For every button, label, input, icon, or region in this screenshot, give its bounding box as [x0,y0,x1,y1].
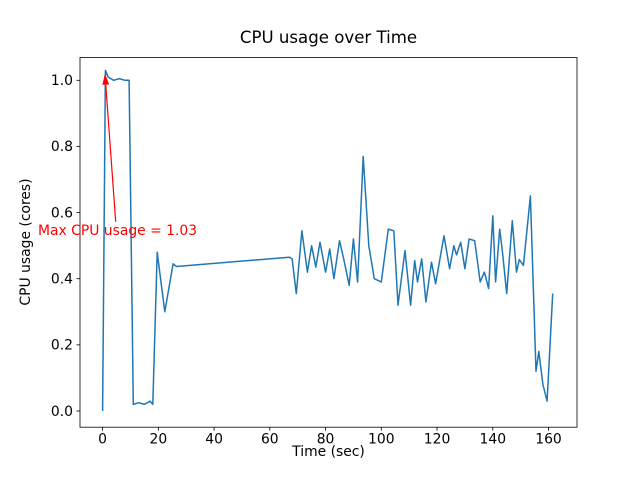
y-tick-label: 0.2 [51,338,73,354]
x-tick-label: 60 [261,432,279,448]
y-tick-label: 0.8 [51,139,73,155]
cpu-usage-line [101,69,554,412]
y-tick-label: 1.0 [51,73,73,89]
x-axis-label: Time (sec) [292,444,365,460]
y-tick-label: 0.6 [51,205,73,221]
x-tick-label: 100 [368,432,395,448]
chart-title: CPU usage over Time [239,28,418,47]
y-axis-label: CPU usage (cores) [18,178,34,306]
x-tick-label: 140 [480,432,507,448]
plot-border [79,57,578,428]
annotation-arrow-head [102,73,110,85]
annotation-arrow-shaft [105,84,117,222]
y-tick-label: 0.4 [51,272,73,288]
x-tick-label: 160 [535,432,562,448]
y-tick-label: 0.0 [51,404,73,420]
x-tick-label: 40 [205,432,223,448]
max-cpu-annotation-text: Max CPU usage = 1.03 [38,223,198,239]
x-tick-label: 120 [424,432,451,448]
x-tick-label: 20 [149,432,167,448]
x-tick-label: 0 [98,432,107,448]
x-tick-label: 80 [317,432,335,448]
